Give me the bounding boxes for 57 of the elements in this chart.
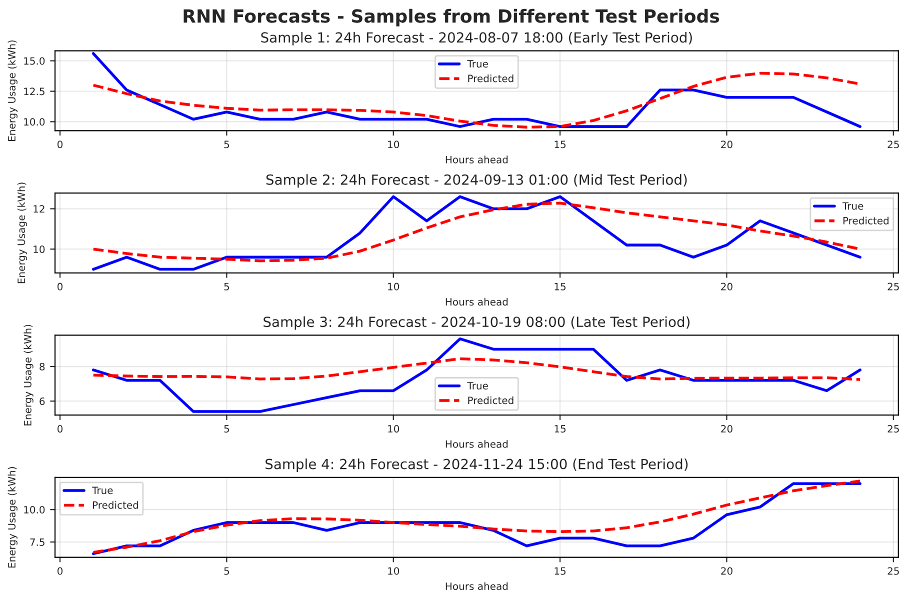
x-tick-label: 0 [58,425,63,433]
y-tick-label: 10.0 [24,118,45,126]
x-axis-title: Hours ahead [446,156,508,164]
x-tick-label: 15 [554,282,566,290]
x-tick-label: 10 [388,425,400,433]
y-axis-title: Energy Usage (kWh) [17,182,28,284]
line-series [92,52,862,128]
x-tick-label: 15 [554,425,566,433]
x-axis-title: Hours ahead [446,440,508,448]
legend-label: True [842,202,864,210]
y-axis-title: Energy Usage (kWh) [8,40,18,141]
text: RNN Forecasts - Samples from Different Test Periods [184,8,720,26]
legend-label: True [92,486,113,494]
x-tick-label: 20 [721,425,732,433]
x-axis-title: Hours ahead [446,582,508,590]
x-tick-label: 25 [888,282,899,290]
x-tick-label: 0 [58,140,63,148]
chart-title: Sample 3: 24h Forecast - 2024-10-19 08:00 (Late Test Period) [264,316,690,330]
legend-label: True [467,60,488,68]
x-tick-label: 5 [224,567,230,575]
y-axis-title: Energy Usage (kWh) [8,467,18,568]
x-tick-label: 25 [888,425,899,433]
chart-title: Sample 2: 24h Forecast - 2024-09-13 01:00 (Mid Test Period) [266,174,687,188]
x-tick-label: 5 [224,140,230,148]
x-tick-label: 10 [388,140,400,148]
x-tick-label: 0 [58,567,63,575]
x-tick-label: 5 [224,425,230,433]
y-axis-title: Energy Usage (kWh) [24,324,34,426]
x-tick-label: 20 [721,140,732,148]
legend-label: Predicted [468,396,514,404]
x-tick-label: 20 [721,282,732,290]
chart-title: Sample 4: 24h Forecast - 2024-11-24 15:00 (End Test Period) [266,458,688,472]
y-tick-label: 7.5 [30,538,44,546]
legend-label: Predicted [843,216,888,224]
x-tick-label: 0 [58,282,63,290]
x-tick-label: 15 [554,567,566,575]
y-tick-label: 12.5 [24,88,44,96]
x-tick-label: 10 [388,282,400,290]
x-tick-label: 5 [224,282,230,290]
x-tick-label: 15 [554,140,566,148]
line-series [92,357,862,381]
legend-label: True [467,382,488,390]
y-tick-label: 15.0 [24,57,45,65]
y-tick-label: 6 [40,397,45,406]
line-series [92,337,862,413]
y-tick-label: 10 [34,245,45,254]
x-axis-title: Hours ahead [446,298,508,306]
x-tick-label: 25 [888,567,899,575]
legend-label: Predicted [468,74,514,82]
x-tick-label: 25 [888,140,899,148]
y-tick-label: 12 [34,205,44,213]
x-tick-label: 10 [388,567,400,575]
y-tick-label: 8 [40,362,45,370]
chart-title: Sample 1: 24h Forecast - 2024-08-07 18:00 (Early Test Period) [261,32,692,46]
x-tick-label: 20 [721,567,732,575]
y-tick-label: 10.0 [24,506,45,514]
legend-label: Predicted [93,501,138,509]
